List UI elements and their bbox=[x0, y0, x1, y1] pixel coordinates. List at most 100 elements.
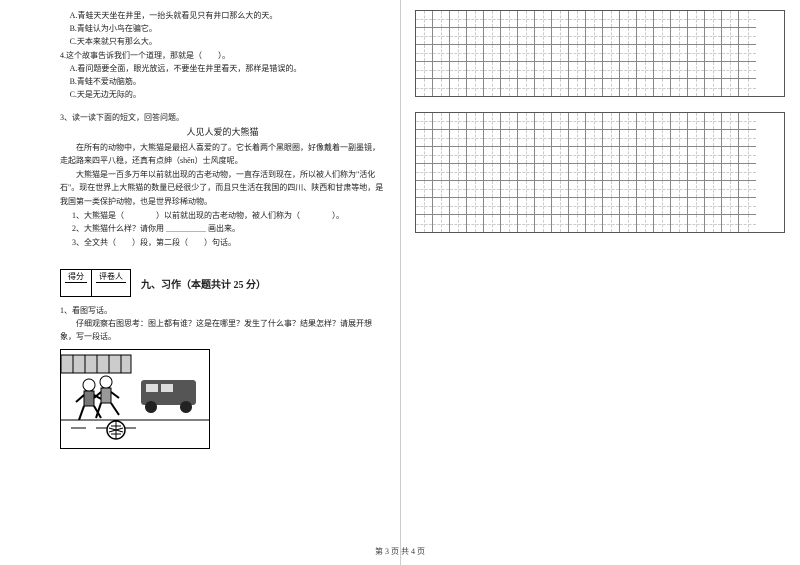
grid-cell bbox=[467, 181, 484, 198]
grid-cell bbox=[620, 113, 637, 130]
grid-cell bbox=[552, 79, 569, 96]
grid-cell bbox=[620, 147, 637, 164]
grid-cell bbox=[518, 62, 535, 79]
grid-cell bbox=[671, 113, 688, 130]
writing-grid-2 bbox=[415, 112, 785, 233]
writing-grid-1 bbox=[415, 10, 785, 97]
grid-cell bbox=[433, 45, 450, 62]
grid-cell bbox=[416, 79, 433, 96]
s9-q1: 1、看图写话。 bbox=[60, 305, 385, 318]
grid-cell bbox=[671, 130, 688, 147]
grid-cell bbox=[705, 79, 722, 96]
grid-cell bbox=[569, 79, 586, 96]
grid-cell bbox=[688, 11, 705, 28]
grid-cell bbox=[739, 181, 756, 198]
grid-cell bbox=[569, 130, 586, 147]
grid-cell bbox=[654, 113, 671, 130]
grid-cell bbox=[586, 164, 603, 181]
grid-cell bbox=[586, 198, 603, 215]
grid-cell bbox=[654, 28, 671, 45]
grid-cell bbox=[501, 62, 518, 79]
grid-cell bbox=[501, 215, 518, 232]
grid-cell bbox=[569, 198, 586, 215]
grid-cell bbox=[654, 215, 671, 232]
q3-s3: 3、全文共（ ）段，第二段（ ）句话。 bbox=[72, 236, 385, 250]
grid-cell bbox=[654, 181, 671, 198]
grid-cell bbox=[705, 130, 722, 147]
grid-cell bbox=[705, 215, 722, 232]
grid-cell bbox=[433, 62, 450, 79]
grid-cell bbox=[671, 11, 688, 28]
grid-cell bbox=[705, 28, 722, 45]
grid-cell bbox=[620, 79, 637, 96]
grid-cell bbox=[467, 79, 484, 96]
grid-cell bbox=[654, 164, 671, 181]
grid-cell bbox=[739, 28, 756, 45]
grid-cell bbox=[552, 62, 569, 79]
s9-hint: 仔细观察右图思考：图上都有谁？这是在哪里？发生了什么事？结果怎样？请展开想象，写… bbox=[60, 318, 385, 344]
grid-cell bbox=[535, 45, 552, 62]
grid-cell bbox=[484, 147, 501, 164]
grid-cell bbox=[416, 45, 433, 62]
grid-cell bbox=[705, 198, 722, 215]
score-label-1: 得分 bbox=[65, 271, 87, 283]
grid-cell bbox=[535, 164, 552, 181]
score-section-row: 得分 评卷人 九、习作（本题共计 25 分） bbox=[60, 269, 385, 297]
grid-cell bbox=[722, 215, 739, 232]
grid-cell bbox=[705, 11, 722, 28]
grid-cell bbox=[484, 130, 501, 147]
grid-cell bbox=[722, 113, 739, 130]
grid-cell bbox=[569, 113, 586, 130]
grid-cell bbox=[484, 181, 501, 198]
grid-cell bbox=[535, 215, 552, 232]
grid-cell bbox=[637, 147, 654, 164]
q3-title: 人见人爱的大熊猫 bbox=[60, 124, 385, 140]
grid-cell bbox=[518, 11, 535, 28]
grid-cell bbox=[569, 181, 586, 198]
grid-cell bbox=[603, 113, 620, 130]
grid-cell bbox=[552, 215, 569, 232]
grid-cell bbox=[552, 45, 569, 62]
grid-cell bbox=[484, 62, 501, 79]
page-footer: 第 3 页 共 4 页 bbox=[0, 546, 800, 557]
grid-cell bbox=[501, 28, 518, 45]
grid-cell bbox=[637, 181, 654, 198]
q2-opt-c: C.天本来就只有那么大。 bbox=[60, 36, 385, 49]
q2-4-b: B.青蛙不爱动脑筋。 bbox=[60, 76, 385, 89]
grid-cell bbox=[416, 130, 433, 147]
q2-opt-a: A.青蛙天天坐在井里，一抬头就看见只有井口那么大的天。 bbox=[60, 10, 385, 23]
grid-cell bbox=[603, 164, 620, 181]
grid-cell bbox=[722, 181, 739, 198]
grid-cell bbox=[416, 215, 433, 232]
grid-cell bbox=[467, 215, 484, 232]
grid-cell bbox=[416, 113, 433, 130]
exam-page: A.青蛙天天坐在井里，一抬头就看见只有井口那么大的天。 B.青蛙认为小鸟在骗它。… bbox=[0, 0, 800, 565]
grid-cell bbox=[705, 62, 722, 79]
grid-cell bbox=[654, 147, 671, 164]
q2-opt-b: B.青蛙认为小鸟在骗它。 bbox=[60, 23, 385, 36]
left-column: A.青蛙天天坐在井里，一抬头就看见只有井口那么大的天。 B.青蛙认为小鸟在骗它。… bbox=[0, 0, 400, 565]
grid-cell bbox=[450, 45, 467, 62]
grid-cell bbox=[535, 198, 552, 215]
grid-cell bbox=[467, 62, 484, 79]
grid-cell bbox=[688, 198, 705, 215]
grid-cell bbox=[722, 79, 739, 96]
score-cell-1: 得分 bbox=[61, 270, 92, 296]
q2-4: 4.这个故事告诉我们一个道理，那就是（ ）。 bbox=[60, 50, 385, 63]
grid-cell bbox=[518, 181, 535, 198]
grid-cell bbox=[637, 215, 654, 232]
grid-cell bbox=[450, 215, 467, 232]
grid-cell bbox=[688, 130, 705, 147]
grid-cell bbox=[450, 198, 467, 215]
grid-cell bbox=[416, 62, 433, 79]
grid-cell bbox=[467, 45, 484, 62]
q3-p2: 大熊猫是一百多万年以前就出现的古老动物，一直存活到现在，所以被人们称为"活化石"… bbox=[60, 168, 385, 209]
grid-cell bbox=[603, 79, 620, 96]
grid-cell bbox=[535, 113, 552, 130]
q3-s1: 1、大熊猫是（ ）以前就出现的古老动物，被人们称为（ ）。 bbox=[72, 209, 385, 223]
grid-cell bbox=[688, 79, 705, 96]
grid-cell bbox=[739, 164, 756, 181]
q3-s2: 2、大熊猫什么样？请你用 ＿＿＿＿＿ 画出来。 bbox=[72, 222, 385, 236]
grid-cell bbox=[552, 147, 569, 164]
grid-cell bbox=[586, 130, 603, 147]
